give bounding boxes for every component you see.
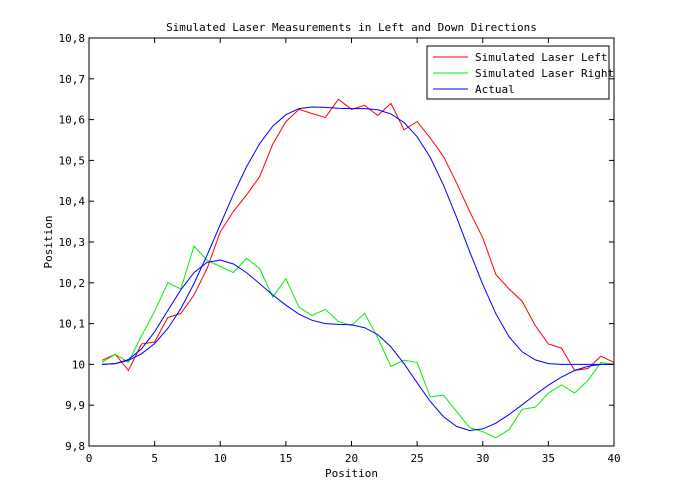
x-tick-label: 10 [214,452,227,465]
y-tick-label: 10,5 [59,154,86,167]
y-tick-label: 9,9 [65,399,85,412]
y-tick-label: 10,3 [59,236,86,249]
legend-label: Simulated Laser Right [475,67,614,80]
y-tick-label: 10,8 [59,32,86,45]
x-tick-label: 20 [345,452,358,465]
legend-label: Simulated Laser Left [475,51,607,64]
series-line-1 [101,98,615,372]
x-tick-label: 40 [607,452,620,465]
y-axis-ticks: 9,8 9,9 10 10,1 10,2 10,3 10,4 10,5 10,6 10,7 10,8 [59,32,614,453]
series-line-3 [102,106,614,365]
x-tick-label: 35 [542,452,555,465]
series-layer [101,98,615,439]
y-tick-label: 10,1 [59,318,86,331]
legend-label: Actual [475,83,515,96]
series-line-2 [101,245,615,439]
legend: Simulated Laser Left Simulated Laser Righ… [426,45,614,100]
series-line-4 [102,259,614,432]
y-tick-label: 9,8 [65,440,85,453]
y-tick-label: 10,7 [59,73,86,86]
y-tick-label: 10,2 [59,277,86,290]
y-tick-label: 10,6 [59,114,86,127]
chart-title: Simulated Laser Measurements in Left and… [166,21,537,34]
x-tick-label: 30 [476,452,489,465]
x-tick-label: 15 [279,452,292,465]
x-tick-label: 5 [151,452,158,465]
x-axis-label: Position [325,467,378,480]
y-axis-label: Position [42,216,55,269]
y-tick-label: 10,4 [59,195,86,208]
x-axis-ticks: 0 5 10 15 20 25 30 35 40 [86,38,621,465]
y-tick-label: 10 [72,358,85,371]
x-tick-label: 0 [86,452,93,465]
plot-area [89,38,614,446]
x-tick-label: 25 [411,452,424,465]
